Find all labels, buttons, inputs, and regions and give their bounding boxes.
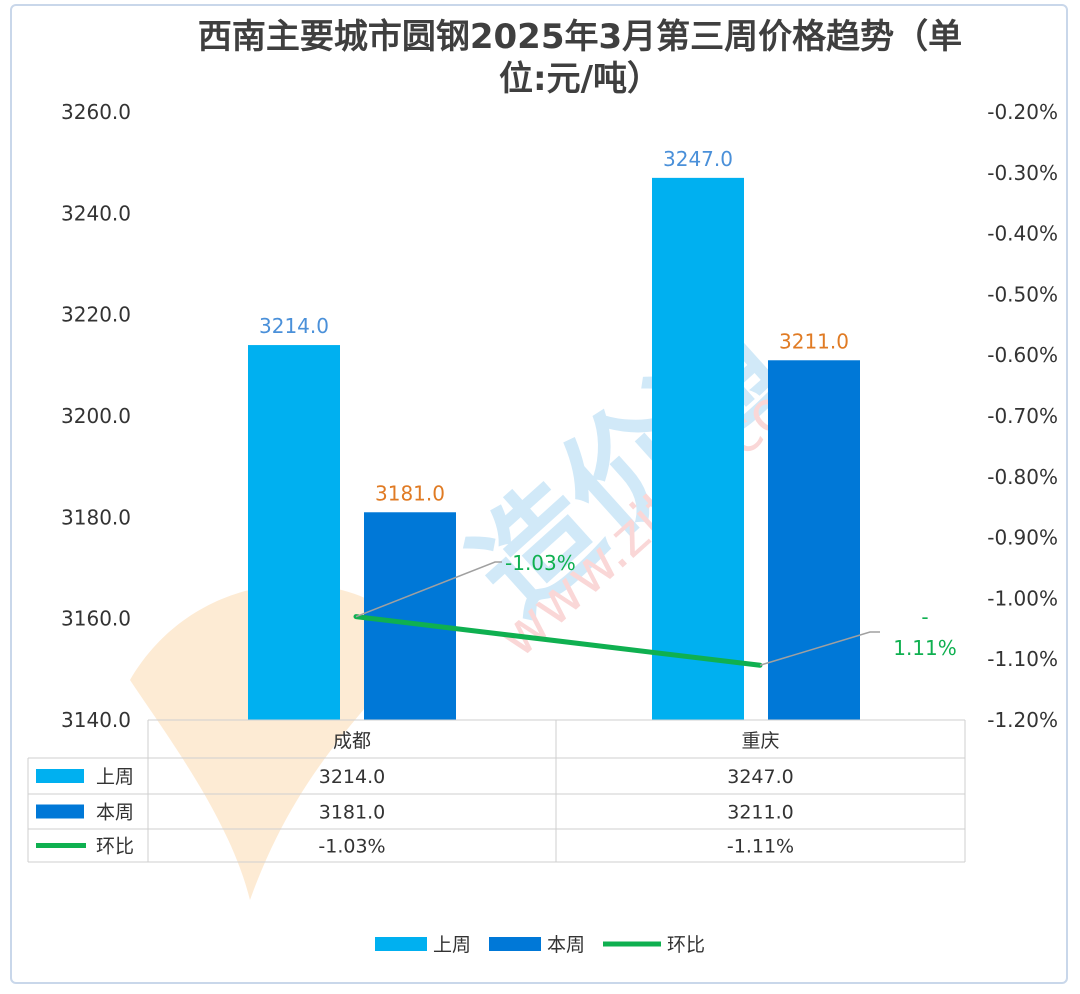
table-row-label: 环比 [96, 836, 134, 858]
leader-line [355, 561, 502, 618]
right-axis-tick-label: -0.40% [987, 222, 1058, 246]
category-label: 重庆 [741, 730, 779, 752]
watermark-logo-shape [130, 584, 420, 900]
bar-data-label: 3181.0 [375, 481, 445, 505]
right-axis-tick-label: -0.90% [987, 526, 1058, 550]
table-legend-key [36, 804, 84, 819]
chart-title: 西南主要城市圆钢2025年3月第三周价格趋势（单 位:元/吨） [170, 16, 990, 100]
line-data-label: -1.03% [505, 551, 576, 575]
bar-last-week [248, 345, 340, 720]
left-axis-tick-label: 3220.0 [61, 303, 131, 327]
right-axis-tick-label: -0.20% [987, 100, 1058, 124]
right-axis-tick-label: -1.20% [987, 708, 1058, 732]
chart-frame [10, 4, 1068, 984]
leader-line [759, 631, 880, 666]
table-cell: 3211.0 [727, 802, 793, 824]
table-legend-key [36, 769, 84, 783]
right-axis-tick-label: -1.00% [987, 586, 1058, 610]
bar-last-week [652, 177, 744, 720]
right-axis-tick-label: -0.50% [987, 282, 1058, 306]
table-row-label: 本周 [96, 802, 134, 824]
legend-label: 上周 [433, 934, 471, 956]
right-axis-tick-label: -0.80% [987, 465, 1058, 489]
left-axis-tick-label: 3140.0 [61, 708, 131, 732]
right-axis-tick-label: -0.70% [987, 404, 1058, 428]
left-axis-tick-label: 3260.0 [61, 100, 131, 124]
left-axis-tick-label: 3200.0 [61, 404, 131, 428]
category-label: 成都 [333, 730, 371, 752]
bar-this-week [364, 512, 456, 720]
line-series-huanbi [353, 614, 763, 668]
right-axis-tick-label: -0.60% [987, 343, 1058, 367]
chart-title-line-1: 西南主要城市圆钢2025年3月第三周价格趋势（单 [197, 17, 963, 57]
bar-data-label: 3214.0 [259, 314, 329, 338]
line-data-label: 1.11% [893, 636, 957, 660]
line-data-label: - [921, 605, 928, 629]
table-row-label: 上周 [96, 766, 134, 788]
legend-key [489, 937, 541, 951]
table-cell: 3247.0 [727, 766, 793, 788]
bar-data-label: 3247.0 [663, 147, 733, 171]
left-axis-tick-label: 3160.0 [61, 607, 131, 631]
legend-label: 环比 [667, 934, 705, 956]
watermark-text: 造价通 [446, 297, 807, 641]
bar-data-label: 3211.0 [779, 329, 849, 353]
legend-label: 本周 [547, 934, 585, 956]
left-axis-tick-label: 3180.0 [61, 505, 131, 529]
table-cell: 3181.0 [319, 802, 385, 824]
right-axis-tick-label: -1.10% [987, 647, 1058, 671]
table-cell: -1.11% [727, 836, 794, 858]
legend-key [375, 937, 427, 951]
chart-title-line-2: 位:元/吨） [498, 59, 661, 99]
left-axis-tick-label: 3240.0 [61, 201, 131, 225]
table-cell: -1.03% [318, 836, 385, 858]
right-axis-tick-label: -0.30% [987, 161, 1058, 185]
bar-this-week [768, 360, 860, 720]
table-cell: 3214.0 [319, 766, 385, 788]
